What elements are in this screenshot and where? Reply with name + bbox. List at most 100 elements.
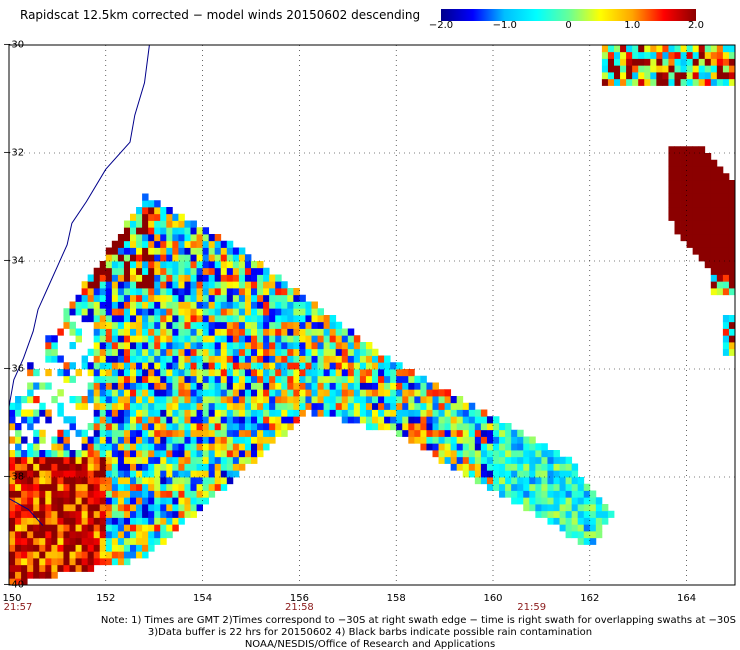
wind-cell xyxy=(130,342,137,350)
wind-cell xyxy=(305,308,312,316)
wind-cell xyxy=(87,348,95,356)
latitude-label: −34 xyxy=(3,255,25,267)
wind-cell xyxy=(214,483,222,491)
wind-cell xyxy=(432,382,439,390)
wind-cell xyxy=(281,416,288,424)
wind-cell xyxy=(384,396,391,404)
wind-cell xyxy=(51,436,58,444)
wind-cell xyxy=(87,531,95,539)
wind-cell xyxy=(238,409,246,417)
wind-cell xyxy=(196,436,203,444)
wind-cell xyxy=(238,308,246,316)
wind-cell xyxy=(287,342,294,350)
wind-cell xyxy=(39,429,46,437)
wind-cell xyxy=(359,342,367,350)
wind-cell xyxy=(81,531,89,539)
wind-cell xyxy=(541,470,548,478)
wind-cell xyxy=(263,342,270,350)
wind-cell xyxy=(232,463,240,471)
wind-cell xyxy=(480,429,488,437)
wind-cell xyxy=(93,389,101,397)
wind-cell xyxy=(142,551,149,559)
wind-cell xyxy=(668,207,675,215)
wind-cell xyxy=(111,321,119,329)
wind-cell xyxy=(365,416,373,424)
wind-cell xyxy=(148,537,155,545)
wind-cell xyxy=(674,166,681,174)
wind-cell xyxy=(414,375,421,383)
wind-cell xyxy=(130,247,137,255)
wind-cell xyxy=(220,348,228,356)
wind-cell xyxy=(123,254,131,262)
wind-cell xyxy=(202,483,210,491)
wind-cell xyxy=(214,335,222,343)
wind-cell xyxy=(232,321,240,329)
wind-cell xyxy=(638,51,645,59)
wind-cell xyxy=(704,227,712,235)
wind-cell xyxy=(160,389,167,397)
wind-cell xyxy=(232,342,240,350)
wind-cell xyxy=(499,463,506,471)
wind-cell xyxy=(130,301,137,309)
wind-cell xyxy=(251,416,258,424)
wind-cell xyxy=(111,267,119,275)
wind-cell xyxy=(317,315,324,323)
wind-cell xyxy=(81,551,89,559)
wind-cell xyxy=(202,477,210,485)
wind-cell xyxy=(142,537,149,545)
wind-cell xyxy=(93,281,101,289)
wind-cell xyxy=(583,537,591,545)
wind-cell xyxy=(275,382,282,390)
wind-cell xyxy=(111,294,119,302)
wind-cell xyxy=(69,301,76,309)
wind-cell xyxy=(27,369,34,377)
wind-cell xyxy=(148,450,155,458)
wind-cell xyxy=(704,173,712,181)
wind-cell xyxy=(293,301,300,309)
wind-cell xyxy=(402,369,409,377)
wind-cell xyxy=(93,328,101,336)
wind-cell xyxy=(172,369,179,377)
wind-cell xyxy=(686,193,694,201)
wind-cell xyxy=(184,362,191,370)
wind-cell xyxy=(63,537,70,545)
wind-cell xyxy=(275,355,282,363)
wind-cell xyxy=(57,524,64,532)
wind-cell xyxy=(662,65,669,73)
wind-cell xyxy=(69,510,76,518)
wind-cell xyxy=(456,443,464,451)
wind-cell xyxy=(251,281,258,289)
wind-cell xyxy=(232,274,240,282)
wind-cell xyxy=(456,450,464,458)
wind-cell xyxy=(347,342,355,350)
wind-cell xyxy=(275,389,282,397)
wind-cell xyxy=(674,45,681,53)
wind-cell xyxy=(160,382,167,390)
wind-cell xyxy=(462,429,470,437)
wind-cell xyxy=(716,240,724,248)
wind-cell xyxy=(577,483,585,491)
wind-cell xyxy=(232,402,240,410)
wind-cell xyxy=(93,450,101,458)
wind-cell xyxy=(196,240,203,248)
wind-cell xyxy=(202,261,210,269)
wind-cell xyxy=(553,510,560,518)
wind-cell xyxy=(238,348,246,356)
wind-cell xyxy=(196,281,203,289)
wind-cell xyxy=(226,294,234,302)
wind-cell xyxy=(57,456,64,464)
wind-cell xyxy=(214,409,222,417)
wind-cell xyxy=(323,355,331,363)
wind-cell xyxy=(148,396,155,404)
wind-cell xyxy=(505,463,512,471)
wind-cell xyxy=(716,213,724,221)
wind-cell xyxy=(184,355,191,363)
wind-cell xyxy=(208,267,216,275)
wind-cell xyxy=(142,450,149,458)
wind-cell xyxy=(438,456,445,464)
wind-cell xyxy=(93,510,101,518)
wind-cell xyxy=(154,369,161,377)
wind-cell xyxy=(27,537,34,545)
wind-cell xyxy=(275,294,282,302)
wind-cell xyxy=(172,348,179,356)
